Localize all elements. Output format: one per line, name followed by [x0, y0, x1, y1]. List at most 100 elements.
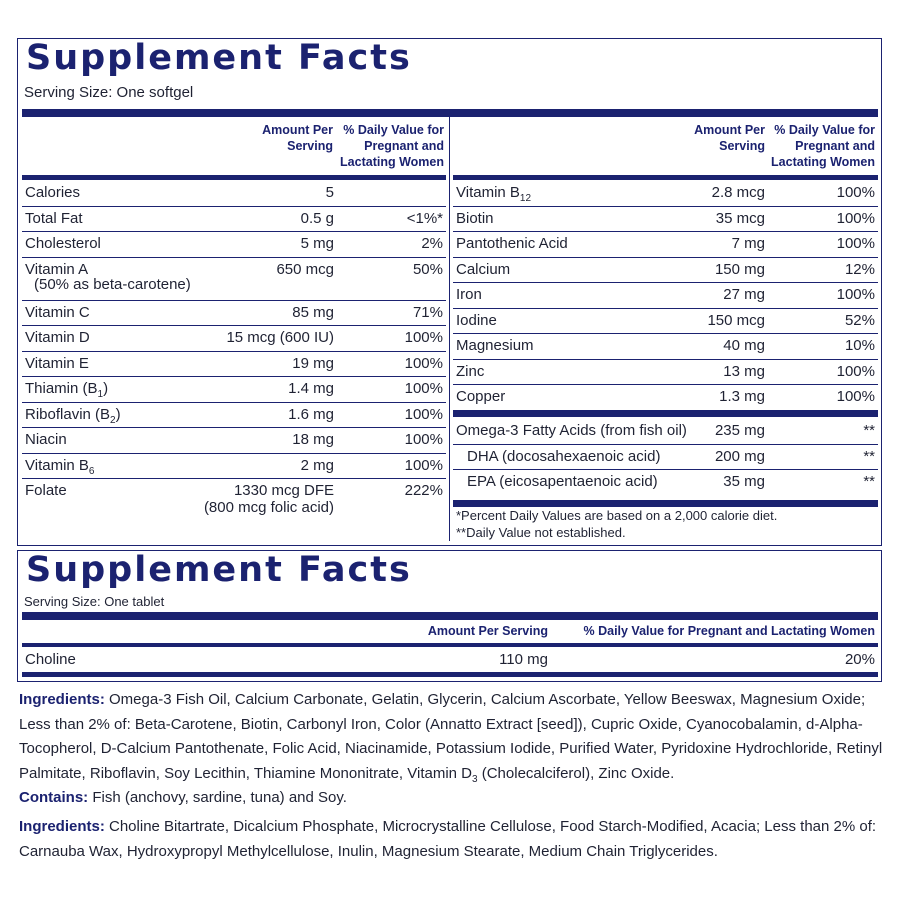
- nutrient-daily-value: 100%: [837, 363, 875, 380]
- nutrient-amount: 1.3 mg: [719, 388, 765, 405]
- nutrient-row: Omega-3 Fatty Acids (from fish oil) 235 m…: [453, 419, 878, 445]
- nutrient-daily-value: 100%: [837, 210, 875, 227]
- thick-divider: [22, 612, 878, 620]
- nutrient-amount: 40 mg: [723, 337, 765, 354]
- nutrient-daily-value: 71%: [413, 304, 443, 321]
- nutrient-name: Vitamin B6: [25, 457, 94, 477]
- nutrient-name: Copper: [456, 388, 505, 405]
- header-divider-right: [453, 175, 878, 180]
- omega-divider: [453, 410, 878, 417]
- header-divider-left: [22, 175, 446, 180]
- nutrient-amount-detail: (800 mcg folic acid): [204, 499, 334, 516]
- choline-row: Choline 110 mg 20%: [22, 648, 878, 672]
- nutrient-amount: 1.6 mg: [288, 406, 334, 423]
- nutrient-name: Calories: [25, 184, 80, 201]
- contains-label: Contains:: [19, 789, 88, 806]
- nutrient-row: Iodine 150 mcg 52%: [453, 309, 878, 335]
- header-daily-value: % Daily Value for Pregnant and Lactating…: [560, 623, 875, 639]
- nutrient-row: Iron27 mg100%: [453, 283, 878, 309]
- nutrient-daily-value: 2%: [421, 235, 443, 252]
- nutrient-name: Calcium: [456, 261, 510, 278]
- contains-text: Fish (anchovy, sardine, tuna) and Soy.: [88, 789, 347, 806]
- nutrient-daily-value: **: [863, 473, 875, 490]
- nutrient-amount: 35 mg: [723, 473, 765, 490]
- nutrient-row: Total Fat0.5 g<1%*: [22, 207, 446, 233]
- thick-divider: [22, 109, 878, 117]
- nutrient-daily-value: 12%: [845, 261, 875, 278]
- nutrient-row: Vitamin B62 mg100%: [22, 454, 446, 480]
- nutrient-amount: 200 mg: [715, 448, 765, 465]
- nutrient-row: Thiamin (B1)1.4 mg100%: [22, 377, 446, 403]
- nutrient-row: Vitamin E19 mg100%: [22, 352, 446, 378]
- nutrient-daily-value: 100%: [405, 380, 443, 397]
- nutrient-amount: 0.5 g: [301, 210, 334, 227]
- nutrient-name: Pantothenic Acid: [456, 235, 568, 252]
- nutrient-name: Omega-3 Fatty Acids (from fish oil): [456, 422, 687, 439]
- nutrient-daily-value: 222%: [405, 482, 443, 499]
- nutrient-name: Cholesterol: [25, 235, 101, 252]
- nutrient-amount: 235 mg: [715, 422, 765, 439]
- nutrient-daily-value: 20%: [845, 651, 875, 668]
- nutrient-name: DHA (docosahexaenoic acid): [467, 448, 660, 465]
- nutrient-name: Folate: [25, 482, 67, 499]
- nutrient-amount: 150 mcg: [707, 312, 765, 329]
- nutrient-daily-value: 10%: [845, 337, 875, 354]
- nutrient-row: Vitamin B122.8 mcg100%: [453, 181, 878, 207]
- nutrient-daily-value: 100%: [405, 329, 443, 346]
- nutrient-name: EPA (eicosapentaenoic acid): [467, 473, 658, 490]
- nutrient-row: Vitamin A(50% as beta-carotene)650 mcg50…: [22, 258, 446, 301]
- nutrient-amount: 1330 mcg DFE: [234, 482, 334, 499]
- header-daily-value: % Daily Value for Pregnant and Lactating…: [340, 122, 444, 170]
- nutrient-name: Total Fat: [25, 210, 83, 227]
- nutrient-row: Vitamin D15 mcg (600 IU)100%: [22, 326, 446, 352]
- nutrient-amount: 7 mg: [732, 235, 765, 252]
- nutrient-name: Zinc: [456, 363, 484, 380]
- serving-size: Serving Size: One tablet: [24, 594, 164, 609]
- footnote-dv-not-established: **Daily Value not established.: [456, 525, 626, 541]
- nutrient-daily-value: 100%: [837, 388, 875, 405]
- nutrient-name: Vitamin D: [25, 329, 90, 346]
- nutrient-amount: 2 mg: [301, 457, 334, 474]
- nutrient-amount: 650 mcg: [276, 261, 334, 278]
- nutrient-daily-value: 100%: [405, 355, 443, 372]
- nutrient-row: Copper 1.3 mg 100%: [453, 385, 878, 411]
- nutrient-row: Folate 1330 mcg DFE(800 mcg folic acid) 22…: [22, 479, 446, 521]
- nutrient-daily-value: 52%: [845, 312, 875, 329]
- nutrient-amount: 27 mg: [723, 286, 765, 303]
- nutrient-row: Niacin 18 mg 100%: [22, 428, 446, 454]
- bottom-divider: [22, 672, 878, 677]
- panel-title: Supplement Facts: [26, 550, 412, 590]
- nutrient-name: Niacin: [25, 431, 67, 448]
- header-amount-per-serving: Amount Per Serving: [687, 122, 765, 154]
- nutrient-name: Thiamin (B1): [25, 380, 108, 400]
- nutrient-amount: 18 mg: [292, 431, 334, 448]
- nutrient-row: EPA (eicosapentaenoic acid) 35 mg **: [453, 470, 878, 496]
- nutrient-row: Pantothenic Acid7 mg100%: [453, 232, 878, 258]
- nutrient-row: Cholesterol 5 mg 2%: [22, 232, 446, 258]
- nutrient-daily-value: 50%: [413, 261, 443, 278]
- nutrient-amount: 13 mg: [723, 363, 765, 380]
- ingredients-label: Ingredients:: [19, 691, 105, 708]
- ingredients-tablet: Ingredients: Choline Bitartrate, Dicalci…: [19, 815, 885, 864]
- nutrient-name: Riboflavin (B2): [25, 406, 121, 426]
- nutrient-daily-value: 100%: [405, 431, 443, 448]
- nutrient-row: Calcium 150 mg 12%: [453, 258, 878, 284]
- nutrient-name: Vitamin E: [25, 355, 89, 372]
- nutrient-amount: 150 mg: [715, 261, 765, 278]
- nutrient-amount: 5: [326, 184, 334, 201]
- ingredients-softgel: Ingredients: Omega-3 Fish Oil, Calcium C…: [19, 688, 885, 792]
- header-amount-per-serving: Amount Per Serving: [380, 623, 548, 639]
- ingredients-text: Choline Bitartrate, Dicalcium Phosphate,…: [19, 818, 876, 860]
- ingredients-label: Ingredients:: [19, 818, 105, 835]
- nutrient-daily-value: **: [863, 422, 875, 439]
- nutrient-subtext: (50% as beta-carotene): [34, 276, 191, 293]
- nutrient-amount: 85 mg: [292, 304, 334, 321]
- nutrient-amount: 35 mcg: [716, 210, 765, 227]
- nutrient-name: Iodine: [456, 312, 497, 329]
- nutrient-row: DHA (docosahexaenoic acid)200 mg**: [453, 445, 878, 471]
- serving-size: Serving Size: One softgel: [24, 84, 193, 101]
- nutrient-row: Calories 5: [22, 181, 446, 207]
- nutrient-amount: 5 mg: [301, 235, 334, 252]
- nutrient-daily-value: 100%: [837, 184, 875, 201]
- header-daily-value: % Daily Value for Pregnant and Lactating…: [771, 122, 875, 170]
